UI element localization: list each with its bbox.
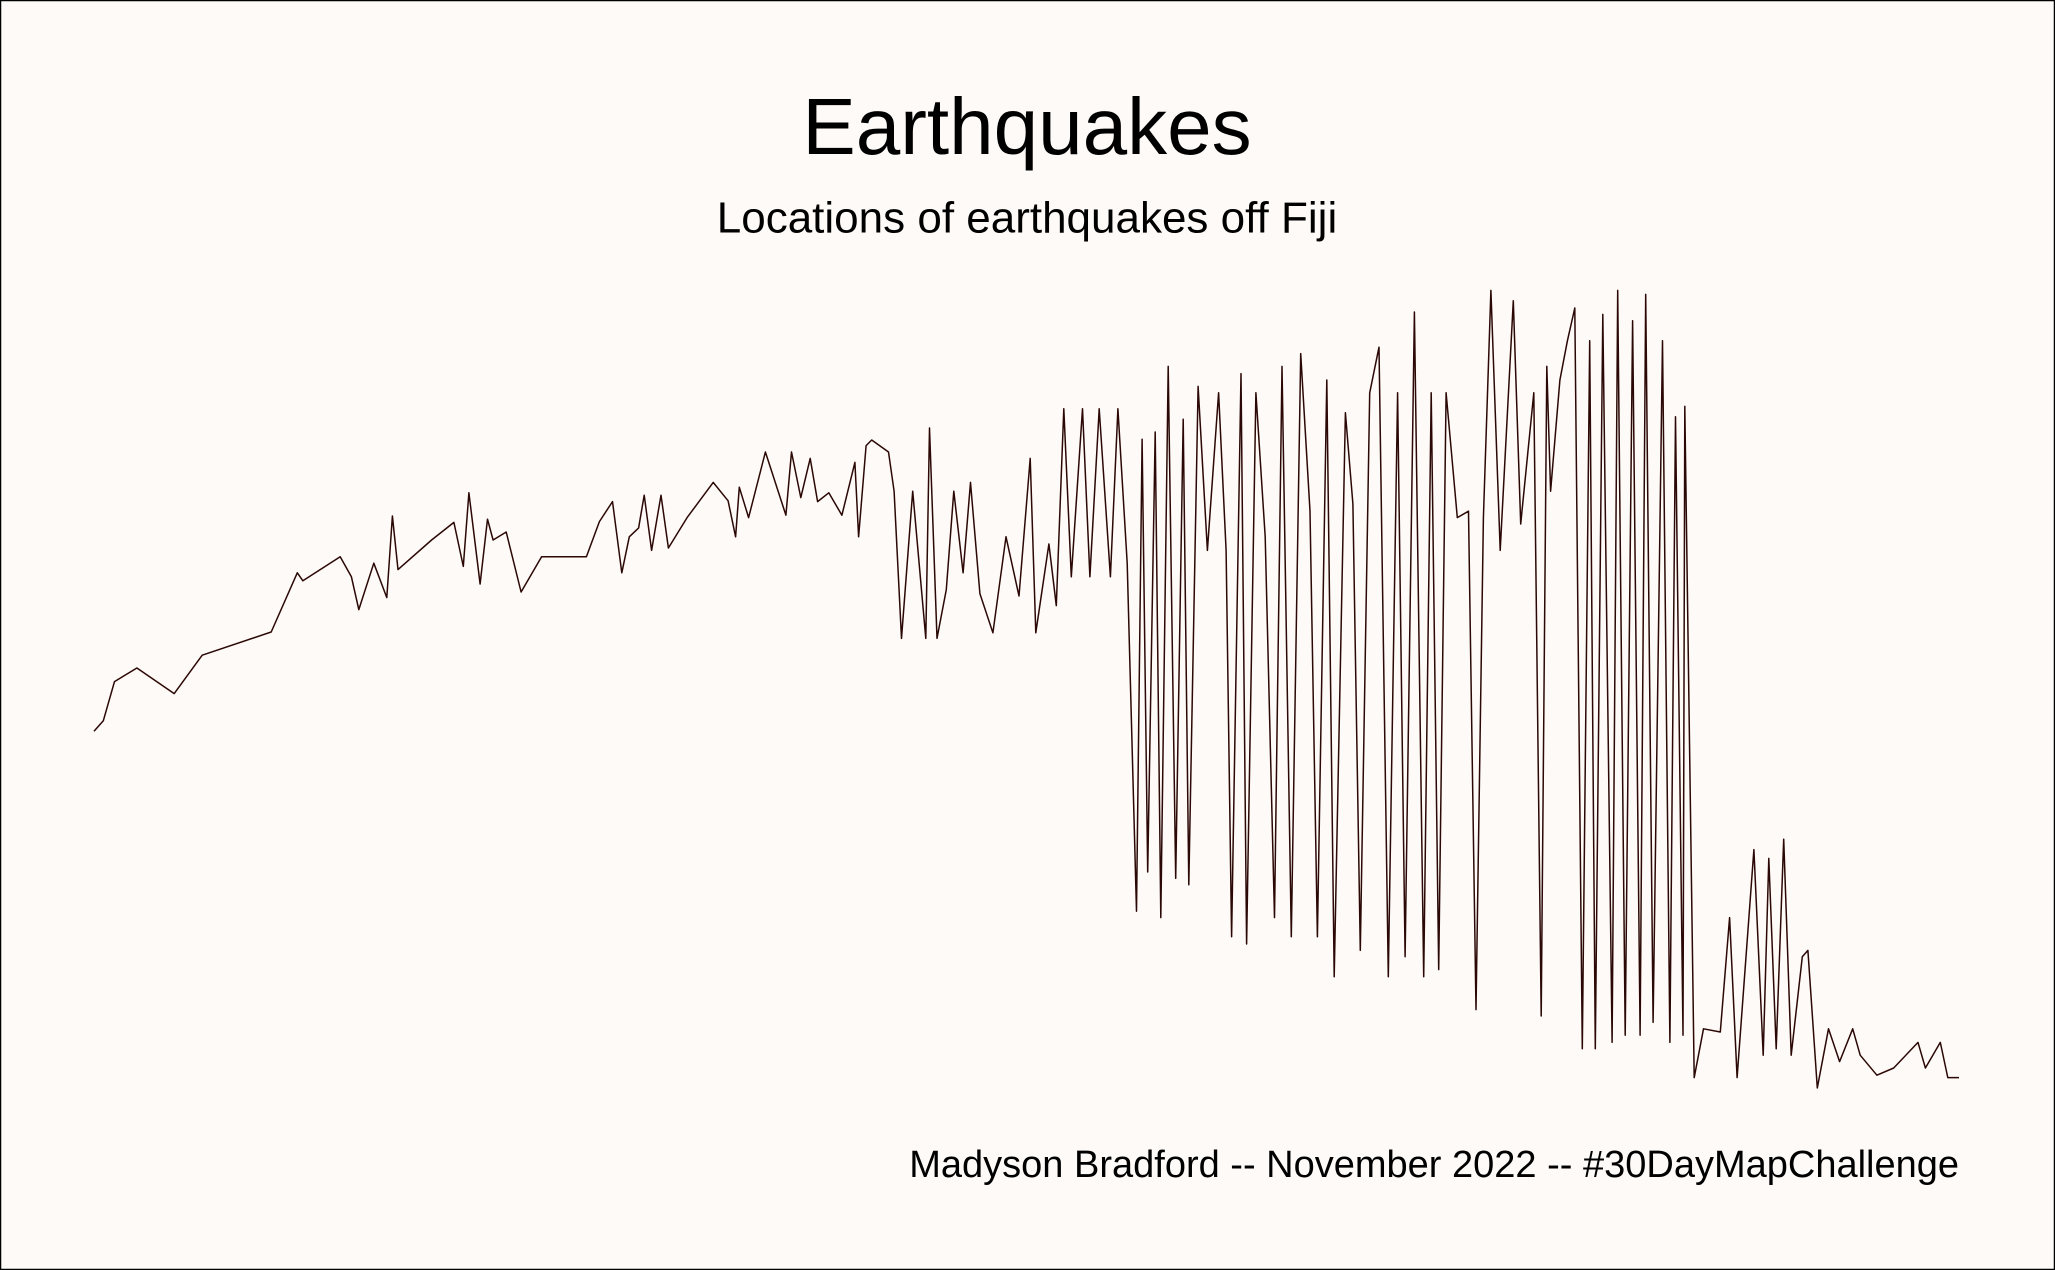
data-line [93,289,1959,1089]
chart-title: Earthquakes [802,82,1251,171]
chart-subtitle: Locations of earthquakes off Fiji [717,194,1337,243]
caption: Madyson Bradford -- November 2022 -- #30… [909,1144,1959,1186]
